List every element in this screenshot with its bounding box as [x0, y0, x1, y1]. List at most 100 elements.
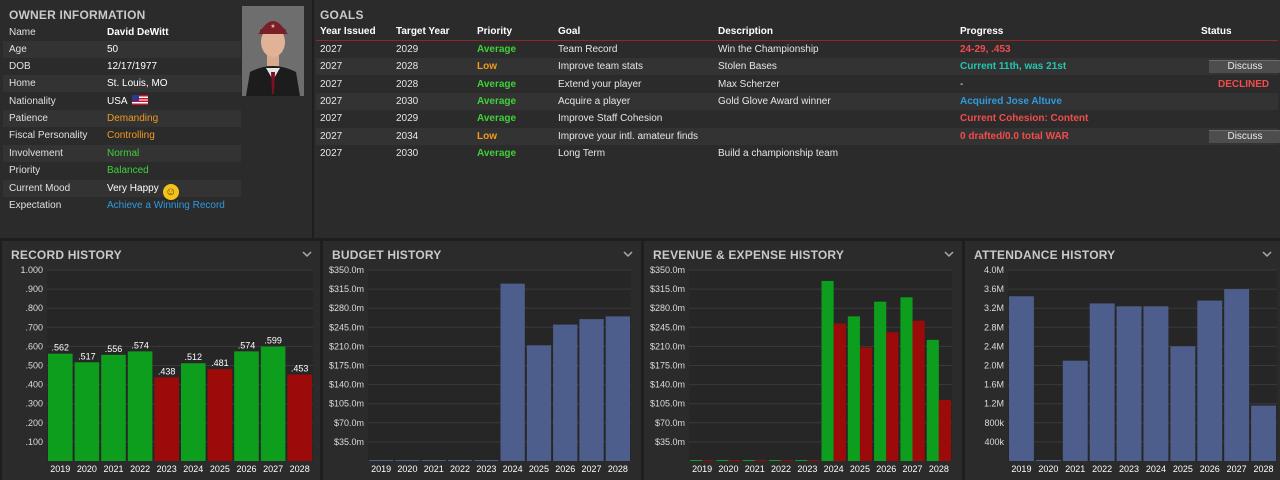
col-goal[interactable]: Goal [558, 26, 581, 37]
owner-row-priority: Priority Balanced [3, 162, 241, 179]
bar[interactable] [886, 332, 899, 461]
owner-label: Fiscal Personality [9, 130, 88, 141]
bar[interactable] [795, 460, 808, 461]
x-tick-label: 2028 [929, 464, 949, 474]
bar[interactable] [605, 316, 630, 461]
bar[interactable] [127, 351, 153, 461]
owner-panel-title: OWNER INFORMATION [9, 8, 146, 22]
bar[interactable] [1197, 300, 1223, 461]
bar[interactable] [690, 460, 703, 461]
y-tick-label: $280.0m [650, 303, 685, 313]
y-tick-label: $315.0m [650, 284, 685, 294]
y-tick-label: $105.0m [650, 399, 685, 409]
bar[interactable] [833, 323, 846, 461]
bar-value-label: .438 [158, 366, 176, 376]
goal-cell-progress: Current Cohesion: Content [960, 113, 1089, 125]
bar[interactable] [926, 339, 939, 461]
chevron-down-icon[interactable] [302, 249, 312, 259]
goal-row[interactable]: 2027 2029 Average Improve Staff Cohesion Cur… [316, 110, 1278, 127]
goal-cell-goal: Improve Staff Cohesion [558, 113, 663, 125]
col-description[interactable]: Description [718, 26, 774, 37]
x-tick-label: 2028 [608, 464, 628, 474]
bar[interactable] [579, 319, 604, 461]
bar[interactable] [154, 377, 179, 461]
goals-panel: GOALS Year Issued Target Year Priority G… [314, 0, 1280, 238]
bar[interactable] [369, 460, 394, 461]
goal-row[interactable]: 2027 2029 Average Team Record Win the Champi… [316, 41, 1278, 58]
bar[interactable] [1143, 306, 1169, 461]
bar[interactable] [526, 345, 552, 461]
col-status[interactable]: Status [1201, 26, 1232, 37]
bar[interactable] [234, 351, 259, 461]
bar[interactable] [1224, 289, 1250, 461]
chevron-down-icon[interactable] [944, 249, 954, 259]
bar[interactable] [1009, 296, 1034, 461]
goal-row[interactable]: 2027 2028 Average Extend your player Max Sch… [316, 76, 1278, 93]
col-progress[interactable]: Progress [960, 26, 1004, 37]
bar[interactable] [821, 280, 834, 461]
col-year-issued[interactable]: Year Issued [320, 26, 376, 37]
goal-row[interactable]: 2027 2034 Low Improve your intl. amateur fi… [316, 127, 1280, 145]
bar[interactable] [101, 354, 126, 461]
bar[interactable] [474, 460, 499, 461]
bar[interactable] [938, 399, 951, 461]
bar[interactable] [1251, 405, 1276, 461]
bar[interactable] [768, 460, 782, 461]
goal-cell-target-year: 2029 [396, 44, 419, 55]
bar[interactable] [447, 460, 473, 461]
col-target-year[interactable]: Target Year [396, 26, 450, 37]
x-tick-label: 2027 [903, 464, 923, 474]
y-tick-label: 1.6M [984, 380, 1004, 390]
x-tick-label: 2024 [503, 464, 523, 474]
happy-face-icon: ☺ [162, 184, 179, 200]
chevron-down-icon[interactable] [1262, 249, 1272, 259]
bar[interactable] [912, 320, 925, 461]
bar[interactable] [716, 460, 729, 461]
bar[interactable] [728, 460, 741, 461]
x-tick-label: 2022 [450, 464, 470, 474]
discuss-button[interactable]: Discuss [1209, 60, 1280, 74]
bar[interactable] [807, 460, 820, 461]
col-priority[interactable]: Priority [477, 26, 513, 37]
goals-panel-title: GOALS [320, 8, 364, 22]
x-tick-label: 2023 [476, 464, 496, 474]
bar[interactable] [287, 374, 312, 461]
goal-row[interactable]: 2027 2030 Average Acquire a player Gold Glov… [316, 92, 1278, 110]
bar[interactable] [260, 346, 286, 461]
bar[interactable] [181, 363, 206, 461]
goal-cell-goal: Acquire a player [558, 95, 631, 107]
goal-row[interactable]: 2027 2028 Low Improve team stats Stolen Base… [316, 58, 1280, 76]
bar[interactable] [874, 301, 887, 461]
bar[interactable] [900, 297, 913, 461]
bar[interactable] [48, 353, 73, 461]
bar[interactable] [1035, 460, 1061, 461]
bar[interactable] [702, 460, 715, 461]
bar[interactable] [207, 369, 233, 461]
x-tick-label: 2019 [1011, 464, 1031, 474]
owner-row-involvement: Involvement Normal [3, 145, 241, 162]
discuss-button[interactable]: Discuss [1209, 129, 1280, 143]
goal-cell-description: Max Scherzer [718, 78, 780, 90]
bar[interactable] [847, 316, 860, 461]
owner-value: Controlling [107, 130, 155, 141]
bar[interactable] [1089, 303, 1115, 461]
x-tick-label: 2020 [397, 464, 417, 474]
bar[interactable] [754, 460, 767, 461]
bar[interactable] [1170, 346, 1196, 461]
bar[interactable] [742, 460, 755, 461]
bar[interactable] [553, 324, 578, 461]
goal-row[interactable]: 2027 2030 Average Long Term Build a champion… [316, 145, 1278, 162]
bar[interactable] [1062, 360, 1088, 461]
bar[interactable] [421, 460, 446, 461]
owner-value: 12/17/1977 [107, 61, 158, 72]
bar[interactable] [395, 460, 420, 461]
bar[interactable] [74, 362, 100, 461]
bar-value-label: .556 [105, 344, 123, 354]
x-tick-label: 2022 [1092, 464, 1112, 474]
bar[interactable] [500, 283, 525, 461]
bar[interactable] [781, 460, 794, 461]
chevron-down-icon[interactable] [623, 249, 633, 259]
y-tick-label: 3.6M [984, 284, 1004, 294]
bar[interactable] [859, 347, 873, 461]
bar[interactable] [1116, 306, 1142, 461]
